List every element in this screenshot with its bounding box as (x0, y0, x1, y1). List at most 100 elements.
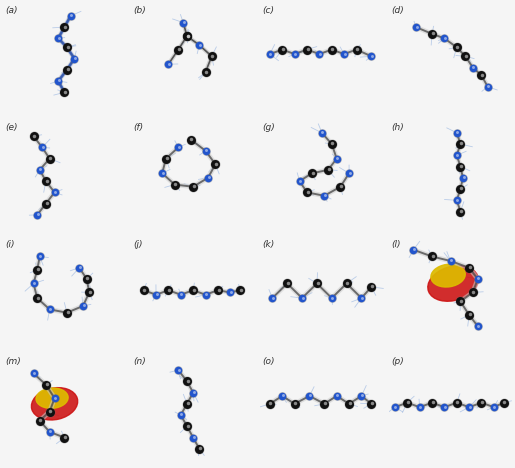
Point (237, 286, 245, 293)
Point (75, 264, 83, 271)
Point (340, 51, 348, 58)
Point (303, 45, 312, 53)
Point (36, 166, 44, 173)
Point (38, 144, 46, 151)
Point (474, 322, 482, 330)
Point (428, 253, 436, 260)
Point (453, 129, 461, 137)
Point (183, 32, 191, 40)
Point (183, 423, 191, 430)
Point (71, 54, 79, 62)
Point (500, 399, 508, 406)
Point (214, 286, 222, 293)
Point (298, 294, 306, 302)
Point (345, 400, 353, 408)
Point (269, 294, 277, 301)
Point (342, 280, 351, 287)
Point (328, 46, 336, 53)
Point (66, 12, 75, 20)
Point (189, 434, 197, 441)
Point (268, 294, 277, 302)
Point (416, 403, 424, 411)
Point (474, 322, 483, 329)
Point (328, 140, 336, 147)
Point (357, 392, 366, 400)
Point (33, 266, 41, 274)
Point (50, 189, 59, 196)
Point (79, 302, 87, 310)
Ellipse shape (31, 388, 78, 420)
Point (189, 389, 197, 396)
Point (412, 23, 420, 31)
Text: (j): (j) (134, 240, 143, 249)
Ellipse shape (36, 388, 68, 409)
Point (42, 380, 50, 388)
Point (500, 398, 508, 406)
Point (33, 211, 41, 219)
Point (174, 46, 182, 53)
Point (226, 289, 234, 296)
Point (461, 52, 470, 60)
Point (368, 52, 376, 59)
Point (30, 279, 38, 287)
Point (45, 155, 54, 162)
Point (456, 208, 465, 215)
Point (469, 289, 477, 296)
Point (474, 275, 482, 283)
Point (201, 68, 210, 76)
Point (474, 275, 482, 283)
Point (367, 400, 375, 408)
Point (30, 132, 38, 139)
Point (279, 45, 287, 53)
Point (305, 392, 314, 400)
Point (164, 286, 173, 294)
Point (174, 144, 182, 151)
Point (266, 51, 274, 58)
Point (500, 399, 508, 406)
Point (456, 298, 465, 305)
Point (82, 275, 91, 283)
Point (82, 275, 91, 283)
Point (46, 428, 55, 435)
Point (189, 434, 197, 441)
Point (358, 392, 366, 399)
Point (484, 82, 492, 90)
Point (226, 289, 234, 296)
Point (453, 197, 461, 204)
Point (60, 88, 68, 96)
Point (457, 185, 465, 192)
Point (63, 44, 71, 51)
Point (189, 286, 197, 294)
Point (453, 197, 461, 204)
Point (466, 311, 474, 318)
Point (55, 77, 63, 84)
Point (183, 32, 191, 40)
Point (183, 378, 191, 385)
Point (391, 403, 399, 411)
Point (183, 400, 191, 408)
Point (204, 174, 212, 182)
Point (441, 403, 449, 410)
Point (303, 46, 311, 53)
Point (278, 46, 286, 53)
Point (183, 32, 192, 39)
Point (465, 311, 473, 319)
Point (183, 32, 192, 39)
Point (308, 169, 317, 176)
Point (195, 41, 203, 49)
Point (333, 155, 341, 162)
Point (152, 291, 160, 299)
Point (453, 129, 461, 137)
Point (152, 291, 161, 298)
Point (63, 309, 71, 316)
Point (190, 286, 198, 293)
Text: (d): (d) (391, 6, 404, 15)
Point (60, 88, 68, 96)
Point (39, 143, 47, 151)
Point (296, 177, 304, 184)
Point (214, 286, 222, 294)
Point (409, 246, 418, 254)
Point (321, 191, 329, 199)
Point (36, 166, 44, 174)
Point (298, 294, 306, 302)
